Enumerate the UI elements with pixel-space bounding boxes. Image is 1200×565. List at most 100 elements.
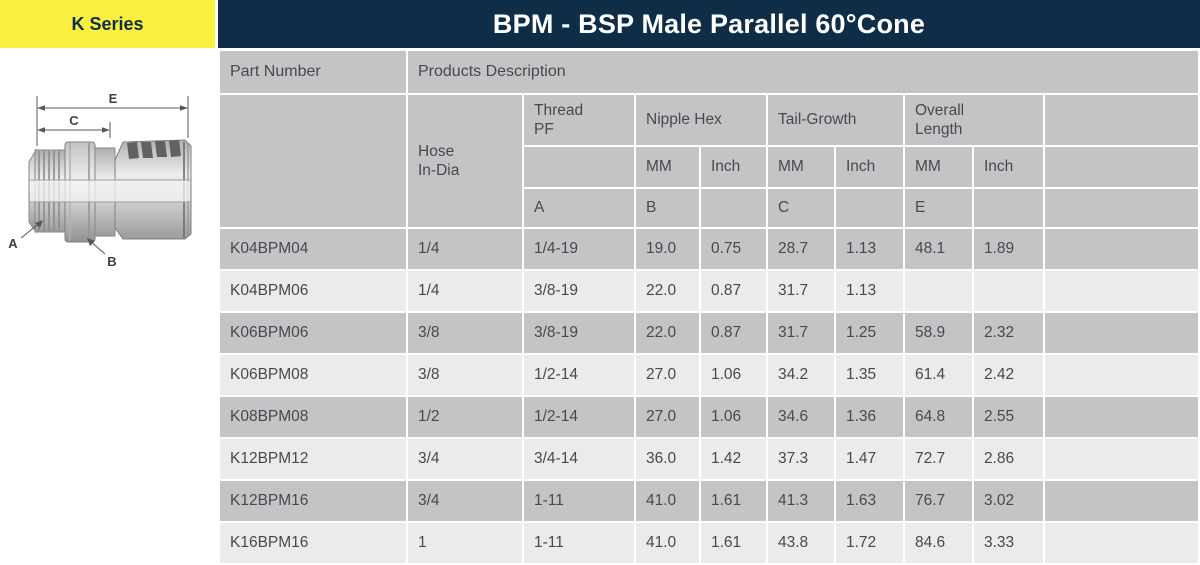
callout-arrowheads [35, 220, 95, 246]
dimension-lines [36, 96, 189, 146]
shell-slots [127, 140, 181, 159]
cell-thread: 3/8-19 [524, 313, 634, 353]
cell-overall_inch: 2.86 [974, 439, 1043, 479]
letter-spacer [836, 189, 903, 227]
callout-b-label: B [107, 254, 116, 269]
cell-overall_mm: 84.6 [905, 523, 972, 563]
cell-spacer [1045, 397, 1199, 437]
cell-hose: 3/4 [408, 439, 522, 479]
cell-right-spacer [1045, 147, 1199, 187]
table-row: K08BPM08 1/2 1/2-14 27.0 1.06 34.6 1.36 64.8 2.5… [220, 397, 1199, 437]
cell-tail_mm: 43.8 [768, 523, 834, 563]
cell-spacer [1045, 523, 1199, 563]
table-row: K16BPM16 1 1-11 41.0 1.61 43.8 1.72 84.6 3.33 [220, 523, 1199, 563]
letter-c: C [768, 189, 834, 227]
cell-overall_mm: 76.7 [905, 481, 972, 521]
cell-overall_inch: 3.33 [974, 523, 1043, 563]
cell-overall_inch: 2.32 [974, 313, 1043, 353]
bore-highlight [30, 180, 190, 202]
dimension-arrows [37, 105, 188, 133]
cell-part: K06BPM06 [220, 313, 406, 353]
cell-thread: 1/2-14 [524, 397, 634, 437]
cell-tail_mm: 28.7 [768, 229, 834, 269]
cell-overall_mm [905, 271, 972, 311]
fitting-drawing: E C [8, 91, 192, 269]
cell-hose: 3/8 [408, 313, 522, 353]
cell-nipple_mm: 19.0 [636, 229, 699, 269]
cell-tail_inch: 1.63 [836, 481, 903, 521]
dim-label-c: C [69, 113, 79, 128]
cell-overall_inch: 2.42 [974, 355, 1043, 395]
table-row: K06BPM06 3/8 3/8-19 22.0 0.87 31.7 1.25 58.9 2.3… [220, 313, 1199, 353]
cell-tail_mm: 41.3 [768, 481, 834, 521]
cell-hose: 3/8 [408, 355, 522, 395]
cell-tail_mm: 37.3 [768, 439, 834, 479]
cell-overall_inch: 1.89 [974, 229, 1043, 269]
cell-nipple_mm: 27.0 [636, 397, 699, 437]
series-label: K Series [71, 13, 144, 34]
cell-part: K04BPM04 [220, 229, 406, 269]
table-row: K06BPM08 3/8 1/2-14 27.0 1.06 34.2 1.35 61.4 2.4… [220, 355, 1199, 395]
cell-nipple_mm: 27.0 [636, 355, 699, 395]
col-nipple-mm: MM [636, 147, 699, 187]
header-row-main: Part Number Products Description [220, 51, 1199, 93]
table-body: K04BPM04 1/4 1/4-19 19.0 0.75 28.7 1.13 48.1 1.8… [220, 229, 1199, 563]
cell-thread: 1/4-19 [524, 229, 634, 269]
cell-thread: 3/8-19 [524, 271, 634, 311]
cell-nipple_inch: 1.06 [701, 397, 766, 437]
cell-tail_mm: 31.7 [768, 271, 834, 311]
cell-hose: 3/4 [408, 481, 522, 521]
title-bar: BPM - BSP Male Parallel 60°Cone [218, 0, 1200, 48]
cell-part: K12BPM12 [220, 439, 406, 479]
col-overall-mm: MM [905, 147, 972, 187]
header-row-units: MM Inch MM Inch MM Inch [220, 147, 1199, 187]
cell-nipple_inch: 0.87 [701, 271, 766, 311]
cell-part-spacer [220, 95, 406, 227]
cell-overall_mm: 48.1 [905, 229, 972, 269]
cell-tail_inch: 1.72 [836, 523, 903, 563]
cell-overall_mm: 72.7 [905, 439, 972, 479]
cell-thread-spacer [524, 147, 634, 187]
cell-nipple_mm: 22.0 [636, 271, 699, 311]
dim-label-e: E [109, 91, 118, 106]
letter-a: A [524, 189, 634, 227]
cell-overall_inch: 3.02 [974, 481, 1043, 521]
cell-tail_inch: 1.25 [836, 313, 903, 353]
cell-spacer [1045, 355, 1199, 395]
cell-tail_inch: 1.13 [836, 271, 903, 311]
cell-thread: 1/2-14 [524, 355, 634, 395]
cell-hose: 1/4 [408, 271, 522, 311]
cell-part: K06BPM08 [220, 355, 406, 395]
col-thread-pf: Thread PF [524, 95, 634, 145]
cell-tail_inch: 1.47 [836, 439, 903, 479]
header-row-groups: Hose In-Dia Thread PF Nipple Hex Tail-Gr… [220, 95, 1199, 227]
page-title: BPM - BSP Male Parallel 60°Cone [492, 8, 926, 39]
cell-overall_mm: 58.9 [905, 313, 972, 353]
technical-drawing: E C [5, 82, 215, 282]
cell-part: K12BPM16 [220, 481, 406, 521]
cell-right-spacer [1045, 95, 1199, 145]
cell-nipple_mm: 41.0 [636, 523, 699, 563]
col-tail-growth: Tail-Growth [768, 95, 903, 145]
cell-part: K08BPM08 [220, 397, 406, 437]
cell-overall_mm: 61.4 [905, 355, 972, 395]
cell-tail_mm: 34.6 [768, 397, 834, 437]
cell-right-spacer [1045, 189, 1199, 227]
cell-hose: 1/2 [408, 397, 522, 437]
cell-nipple_mm: 41.0 [636, 481, 699, 521]
cell-overall_mm: 64.8 [905, 397, 972, 437]
col-products-description: Products Description [408, 51, 1199, 93]
cell-nipple_mm: 36.0 [636, 439, 699, 479]
col-part-number: Part Number [220, 51, 406, 93]
cell-nipple_inch: 0.75 [701, 229, 766, 269]
series-badge: K Series [0, 0, 215, 48]
cell-spacer [1045, 313, 1199, 353]
cell-spacer [1045, 229, 1199, 269]
table-row: K04BPM06 1/4 3/8-19 22.0 0.87 31.7 1.13 [220, 271, 1199, 311]
table-row: K04BPM04 1/4 1/4-19 19.0 0.75 28.7 1.13 48.1 1.8… [220, 229, 1199, 269]
fitting-body [28, 139, 192, 243]
cell-tail_inch: 1.13 [836, 229, 903, 269]
cell-nipple_mm: 22.0 [636, 313, 699, 353]
cell-overall_inch: 2.55 [974, 397, 1043, 437]
cell-tail_mm: 34.2 [768, 355, 834, 395]
